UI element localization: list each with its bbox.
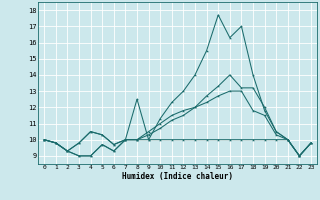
X-axis label: Humidex (Indice chaleur): Humidex (Indice chaleur) — [122, 172, 233, 181]
